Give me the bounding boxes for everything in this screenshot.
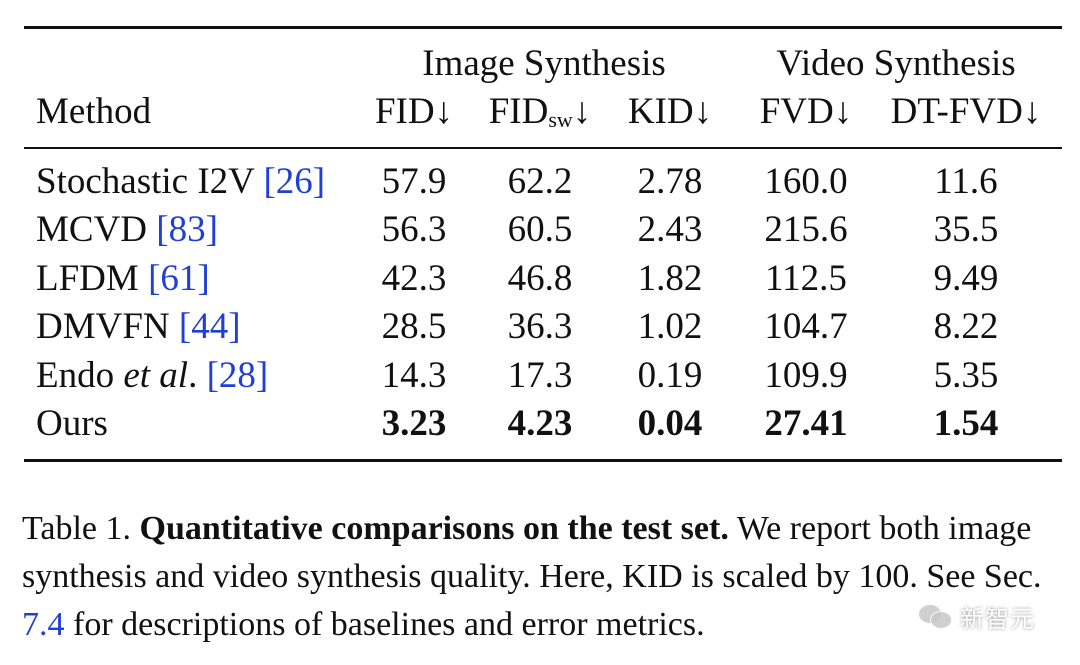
cell-fvd: 27.41 bbox=[764, 403, 848, 444]
method-name-italic: et al bbox=[123, 355, 189, 396]
cell-fid-sw: 17.3 bbox=[507, 355, 573, 396]
cell-kid: 0.04 bbox=[637, 403, 703, 444]
section-link[interactable]: 7.4 bbox=[22, 606, 65, 643]
cell-fvd: 104.7 bbox=[764, 306, 848, 347]
column-header-fid: FID↓ bbox=[374, 91, 454, 132]
cell-kid: 0.19 bbox=[637, 355, 703, 396]
column-header-dt-fvd: DT-FVD↓ bbox=[890, 91, 1042, 132]
method-name: Endo bbox=[36, 355, 124, 396]
caption-body-end: for descriptions of baselines and error … bbox=[64, 606, 705, 643]
citation-link[interactable]: [83] bbox=[156, 209, 218, 250]
group-header-image-synthesis: Image Synthesis bbox=[422, 43, 666, 84]
cell-fid-sw: 60.5 bbox=[507, 209, 573, 250]
cell-fid: 56.3 bbox=[381, 209, 447, 250]
cell-dt-fvd: 5.35 bbox=[933, 355, 999, 396]
cell-fid: 57.9 bbox=[381, 161, 447, 202]
table-row-method: MCVD [83] bbox=[36, 208, 218, 252]
column-header-fid-sw: FIDsw↓ bbox=[489, 90, 592, 142]
method-name: LFDM bbox=[36, 258, 149, 299]
citation-link[interactable]: [61] bbox=[148, 258, 210, 299]
table-row-method: Endo et al. [28] bbox=[36, 354, 268, 398]
cell-fid-sw: 4.23 bbox=[507, 403, 573, 444]
caption-title: Quantitative comparisons on the test set… bbox=[139, 510, 729, 547]
citation-link[interactable]: [26] bbox=[263, 161, 326, 202]
cell-kid: 1.82 bbox=[637, 258, 703, 299]
cell-fid-sw: 62.2 bbox=[507, 161, 573, 202]
cell-kid: 1.02 bbox=[637, 306, 703, 347]
table-caption: Table 1. Quantitative comparisons on the… bbox=[22, 505, 1072, 649]
cell-fvd: 109.9 bbox=[764, 355, 848, 396]
method-name-suffix: . bbox=[188, 355, 207, 396]
cell-fid-sw: 36.3 bbox=[507, 306, 573, 347]
table-header-rule bbox=[24, 147, 1062, 149]
caption-body: We report both image synthesis and video… bbox=[22, 510, 1042, 595]
group-header-video-synthesis: Video Synthesis bbox=[776, 43, 1016, 84]
cell-dt-fvd: 9.49 bbox=[933, 258, 999, 299]
cell-fid: 42.3 bbox=[381, 258, 447, 299]
cell-fid: 28.5 bbox=[381, 306, 447, 347]
cell-kid: 2.78 bbox=[637, 161, 703, 202]
method-name: Stochastic I2V bbox=[36, 161, 264, 202]
cell-fid: 3.23 bbox=[381, 403, 447, 444]
column-header-fvd: FVD↓ bbox=[759, 91, 853, 132]
method-name: DMVFN bbox=[36, 306, 179, 347]
cell-fid: 14.3 bbox=[381, 355, 447, 396]
cell-dt-fvd: 11.6 bbox=[934, 161, 998, 202]
cell-fvd: 160.0 bbox=[764, 161, 848, 202]
cell-dt-fvd: 1.54 bbox=[933, 403, 999, 444]
table-row-method: Stochastic I2V [26] bbox=[36, 160, 325, 204]
table-row-method: Ours bbox=[36, 403, 108, 444]
table-row-method: LFDM [61] bbox=[36, 257, 210, 301]
cell-dt-fvd: 35.5 bbox=[933, 209, 999, 250]
cell-fvd: 112.5 bbox=[765, 258, 847, 299]
chat-bubble-icon bbox=[918, 602, 952, 630]
citation-link[interactable]: [28] bbox=[206, 355, 269, 396]
fid-sw-arrow: ↓ bbox=[572, 91, 592, 132]
citation-link[interactable]: [44] bbox=[178, 306, 241, 347]
table-row-method: DMVFN [44] bbox=[36, 305, 241, 349]
column-header-kid: KID↓ bbox=[627, 91, 713, 132]
method-name: MCVD bbox=[36, 209, 157, 250]
fid-sw-subscript: sw bbox=[548, 107, 573, 132]
column-header-method: Method bbox=[36, 91, 152, 132]
watermark-text: 新智元 bbox=[960, 604, 1035, 633]
cell-dt-fvd: 8.22 bbox=[933, 306, 999, 347]
cell-fid-sw: 46.8 bbox=[507, 258, 573, 299]
fid-sw-main: FID bbox=[488, 91, 549, 132]
watermark: 新智元 bbox=[918, 596, 1068, 636]
table-top-rule bbox=[24, 26, 1062, 29]
cell-kid: 2.43 bbox=[637, 209, 703, 250]
cell-fvd: 215.6 bbox=[764, 209, 848, 250]
table-bottom-rule bbox=[24, 459, 1062, 462]
caption-label: Table 1. bbox=[22, 510, 140, 547]
